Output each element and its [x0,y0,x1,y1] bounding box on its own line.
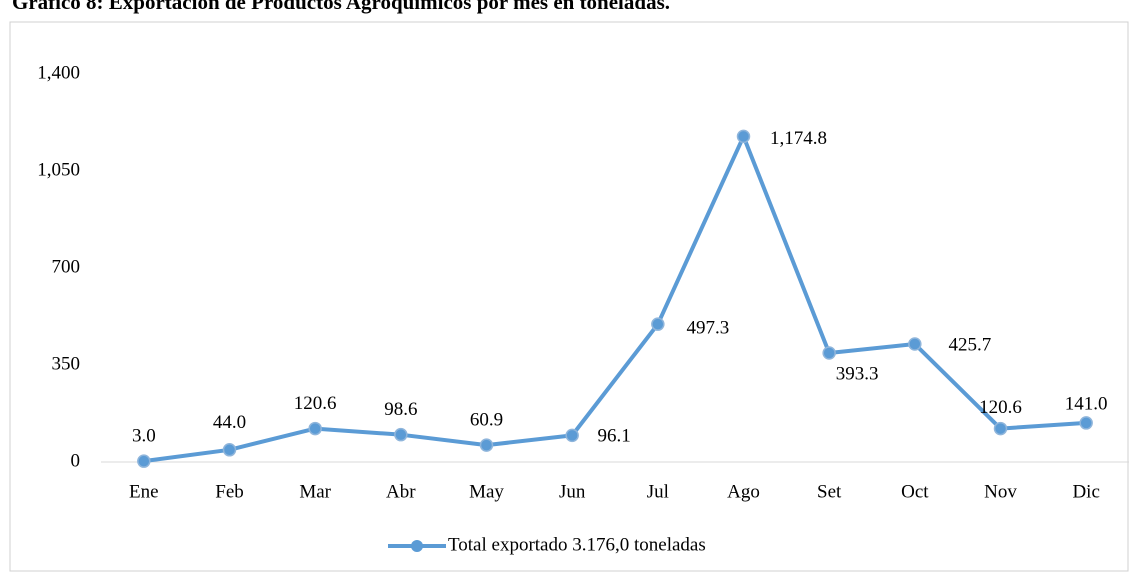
x-tick-label: Set [817,481,842,502]
data-point [222,443,237,457]
data-label: 497.3 [686,318,729,339]
y-tick-label: 1,400 [37,62,80,83]
data-label: 1,174.8 [770,128,827,149]
data-point [394,427,408,442]
data-label: 393.3 [836,363,879,384]
data-point [137,454,151,468]
data-label: 425.7 [948,334,991,355]
data-point [993,421,1008,436]
x-tick-label: May [469,481,504,502]
data-label: 3.0 [132,426,156,447]
x-tick-label: Ago [727,481,760,502]
y-tick-label: 1,050 [37,159,80,180]
chart-title: Gráfico 8: Exportación de Productos Agro… [12,0,670,14]
y-tick-label: 700 [52,256,81,277]
data-point [1079,416,1093,430]
data-label: 96.1 [598,426,631,447]
x-tick-label: Jul [647,481,669,502]
data-label: 141.0 [1065,393,1108,414]
data-point [822,346,836,360]
series-line [143,134,1087,464]
data-label: 120.6 [294,393,337,414]
data-label: 120.6 [979,397,1022,418]
data-label: 44.0 [213,412,246,433]
data-point [651,317,665,331]
x-tick-label: Ene [129,481,159,502]
x-tick-label: Mar [299,481,331,502]
data-label: 60.9 [470,409,503,430]
legend-label: Total exportado 3.176,0 toneladas [448,534,706,555]
chart-border [9,21,1129,572]
x-tick-label: Oct [901,481,929,502]
data-point [736,129,751,144]
data-point [565,428,579,443]
y-tick-label: 0 [71,450,81,471]
x-tick-label: Feb [215,481,244,502]
x-tick-label: Nov [984,481,1017,502]
y-tick-label: 350 [52,353,81,374]
data-point [479,438,494,452]
legend-marker [411,540,423,552]
x-tick-label: Abr [386,481,416,502]
data-point [908,337,922,351]
data-point [308,421,322,436]
x-tick-label: Dic [1072,481,1099,502]
data-label: 98.6 [384,399,417,420]
x-tick-label: Jun [559,481,586,502]
